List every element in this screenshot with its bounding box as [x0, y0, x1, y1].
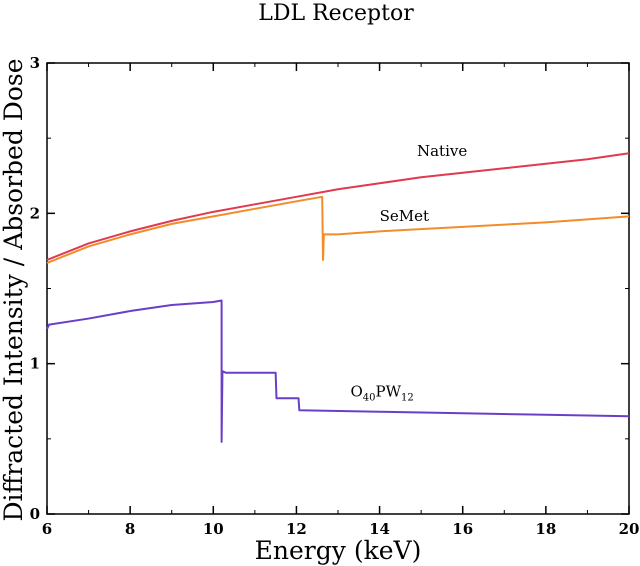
y-tick-label: 0: [30, 505, 40, 523]
axis-ticks: [46, 62, 630, 515]
y-axis-label: Diffracted Intensity / Absorbed Dose: [0, 58, 28, 521]
chart-title: LDL Receptor: [258, 1, 414, 26]
x-tick-label: 14: [369, 520, 390, 538]
x-tick-label: 16: [452, 520, 473, 538]
series-line-o40pw12: [46, 299, 630, 443]
series-label-o40pw12-o: O: [350, 383, 362, 401]
series-label-native: Native: [417, 142, 467, 160]
plot-frame: [46, 62, 630, 515]
series-group: [46, 152, 630, 443]
series-label-o40pw12-sub2: 12: [401, 393, 414, 404]
series-label-o40pw12-sub1: 40: [363, 393, 376, 404]
x-tick-label: 20: [619, 520, 640, 538]
x-tick-label: 10: [203, 520, 224, 538]
x-tick-label: 6: [42, 520, 52, 538]
x-axis-label: Energy (keV): [255, 536, 422, 565]
y-tick-label: 1: [30, 355, 40, 373]
series-label-o40pw12: O40PW12: [350, 383, 413, 404]
series-line-semet: [46, 195, 630, 264]
x-tick-label: 12: [286, 520, 307, 538]
series-label-o40pw12-mid: PW: [376, 383, 402, 401]
series-line-native: [46, 152, 630, 261]
y-tick-label: 3: [30, 54, 40, 72]
x-tick-label: 8: [125, 520, 135, 538]
y-tick-label: 2: [30, 204, 40, 222]
x-tick-label: 18: [535, 520, 556, 538]
series-label-semet: SeMet: [380, 207, 429, 225]
